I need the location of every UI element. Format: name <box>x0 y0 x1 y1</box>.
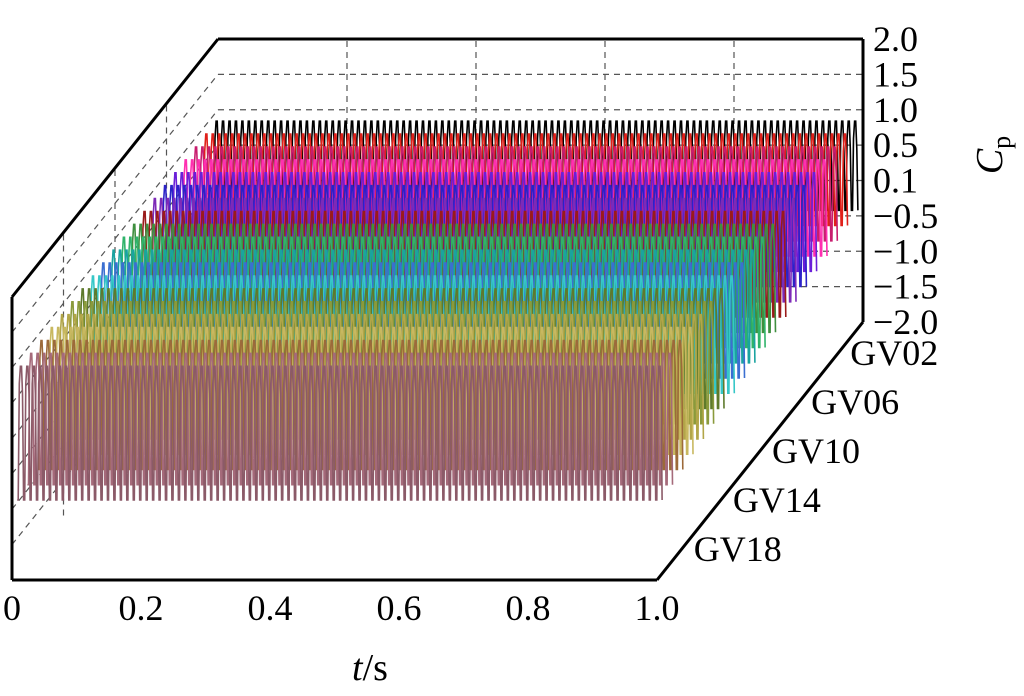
z-tick-label: −0.5 <box>873 196 938 236</box>
x-axis-title: t/s <box>352 647 388 689</box>
x-tick-label: 1.0 <box>635 588 680 628</box>
y-tick-label: GV06 <box>811 382 899 422</box>
z-tick-label: −1.5 <box>873 267 938 307</box>
y-axis-line <box>655 321 865 581</box>
x-tick-labels: 0 0.2 0.4 0.6 0.8 1.0 <box>3 588 680 628</box>
z-tick-label: 0.5 <box>873 125 918 165</box>
x-axis-title-unit: /s <box>363 647 388 689</box>
axes-frame <box>10 37 865 582</box>
z-tick-label: 2.0 <box>873 19 918 59</box>
z-tick-label: 1.0 <box>873 90 918 130</box>
z-axis-title-sub: p <box>987 136 1016 149</box>
top-left-edge <box>10 38 220 298</box>
z-tick-label: −2.0 <box>873 302 938 342</box>
z-tick-label: 1.5 <box>873 54 918 94</box>
series-trace <box>27 352 674 486</box>
x-tick-label: 0.4 <box>248 588 293 628</box>
z-axis-title-var: C <box>969 148 1011 174</box>
series-traces <box>17 120 859 501</box>
y-tick-labels: GV02 GV06 GV10 GV14 GV18 <box>694 333 939 569</box>
svg-text:Cp: Cp <box>969 136 1016 174</box>
y-tick-label: GV10 <box>772 431 860 471</box>
x-tick-label: 0.6 <box>377 588 422 628</box>
series-trace <box>17 365 663 501</box>
y-tick-label: GV18 <box>694 529 782 569</box>
x-axis-title-var: t <box>352 647 364 689</box>
y-tick-label: GV14 <box>733 480 821 520</box>
z-tick-label: −1.0 <box>873 231 938 271</box>
x-tick-label: 0 <box>3 588 21 628</box>
z-tick-labels: 2.01.51.00.50.1−0.5−1.0−1.5−2.0 <box>873 19 938 342</box>
x-tick-label: 0.2 <box>119 588 164 628</box>
y-tick-label: GV02 <box>850 333 938 373</box>
z-tick-label: 0.1 <box>873 161 918 201</box>
x-tick-label: 0.8 <box>506 588 551 628</box>
z-axis-title: Cp <box>969 136 1016 174</box>
